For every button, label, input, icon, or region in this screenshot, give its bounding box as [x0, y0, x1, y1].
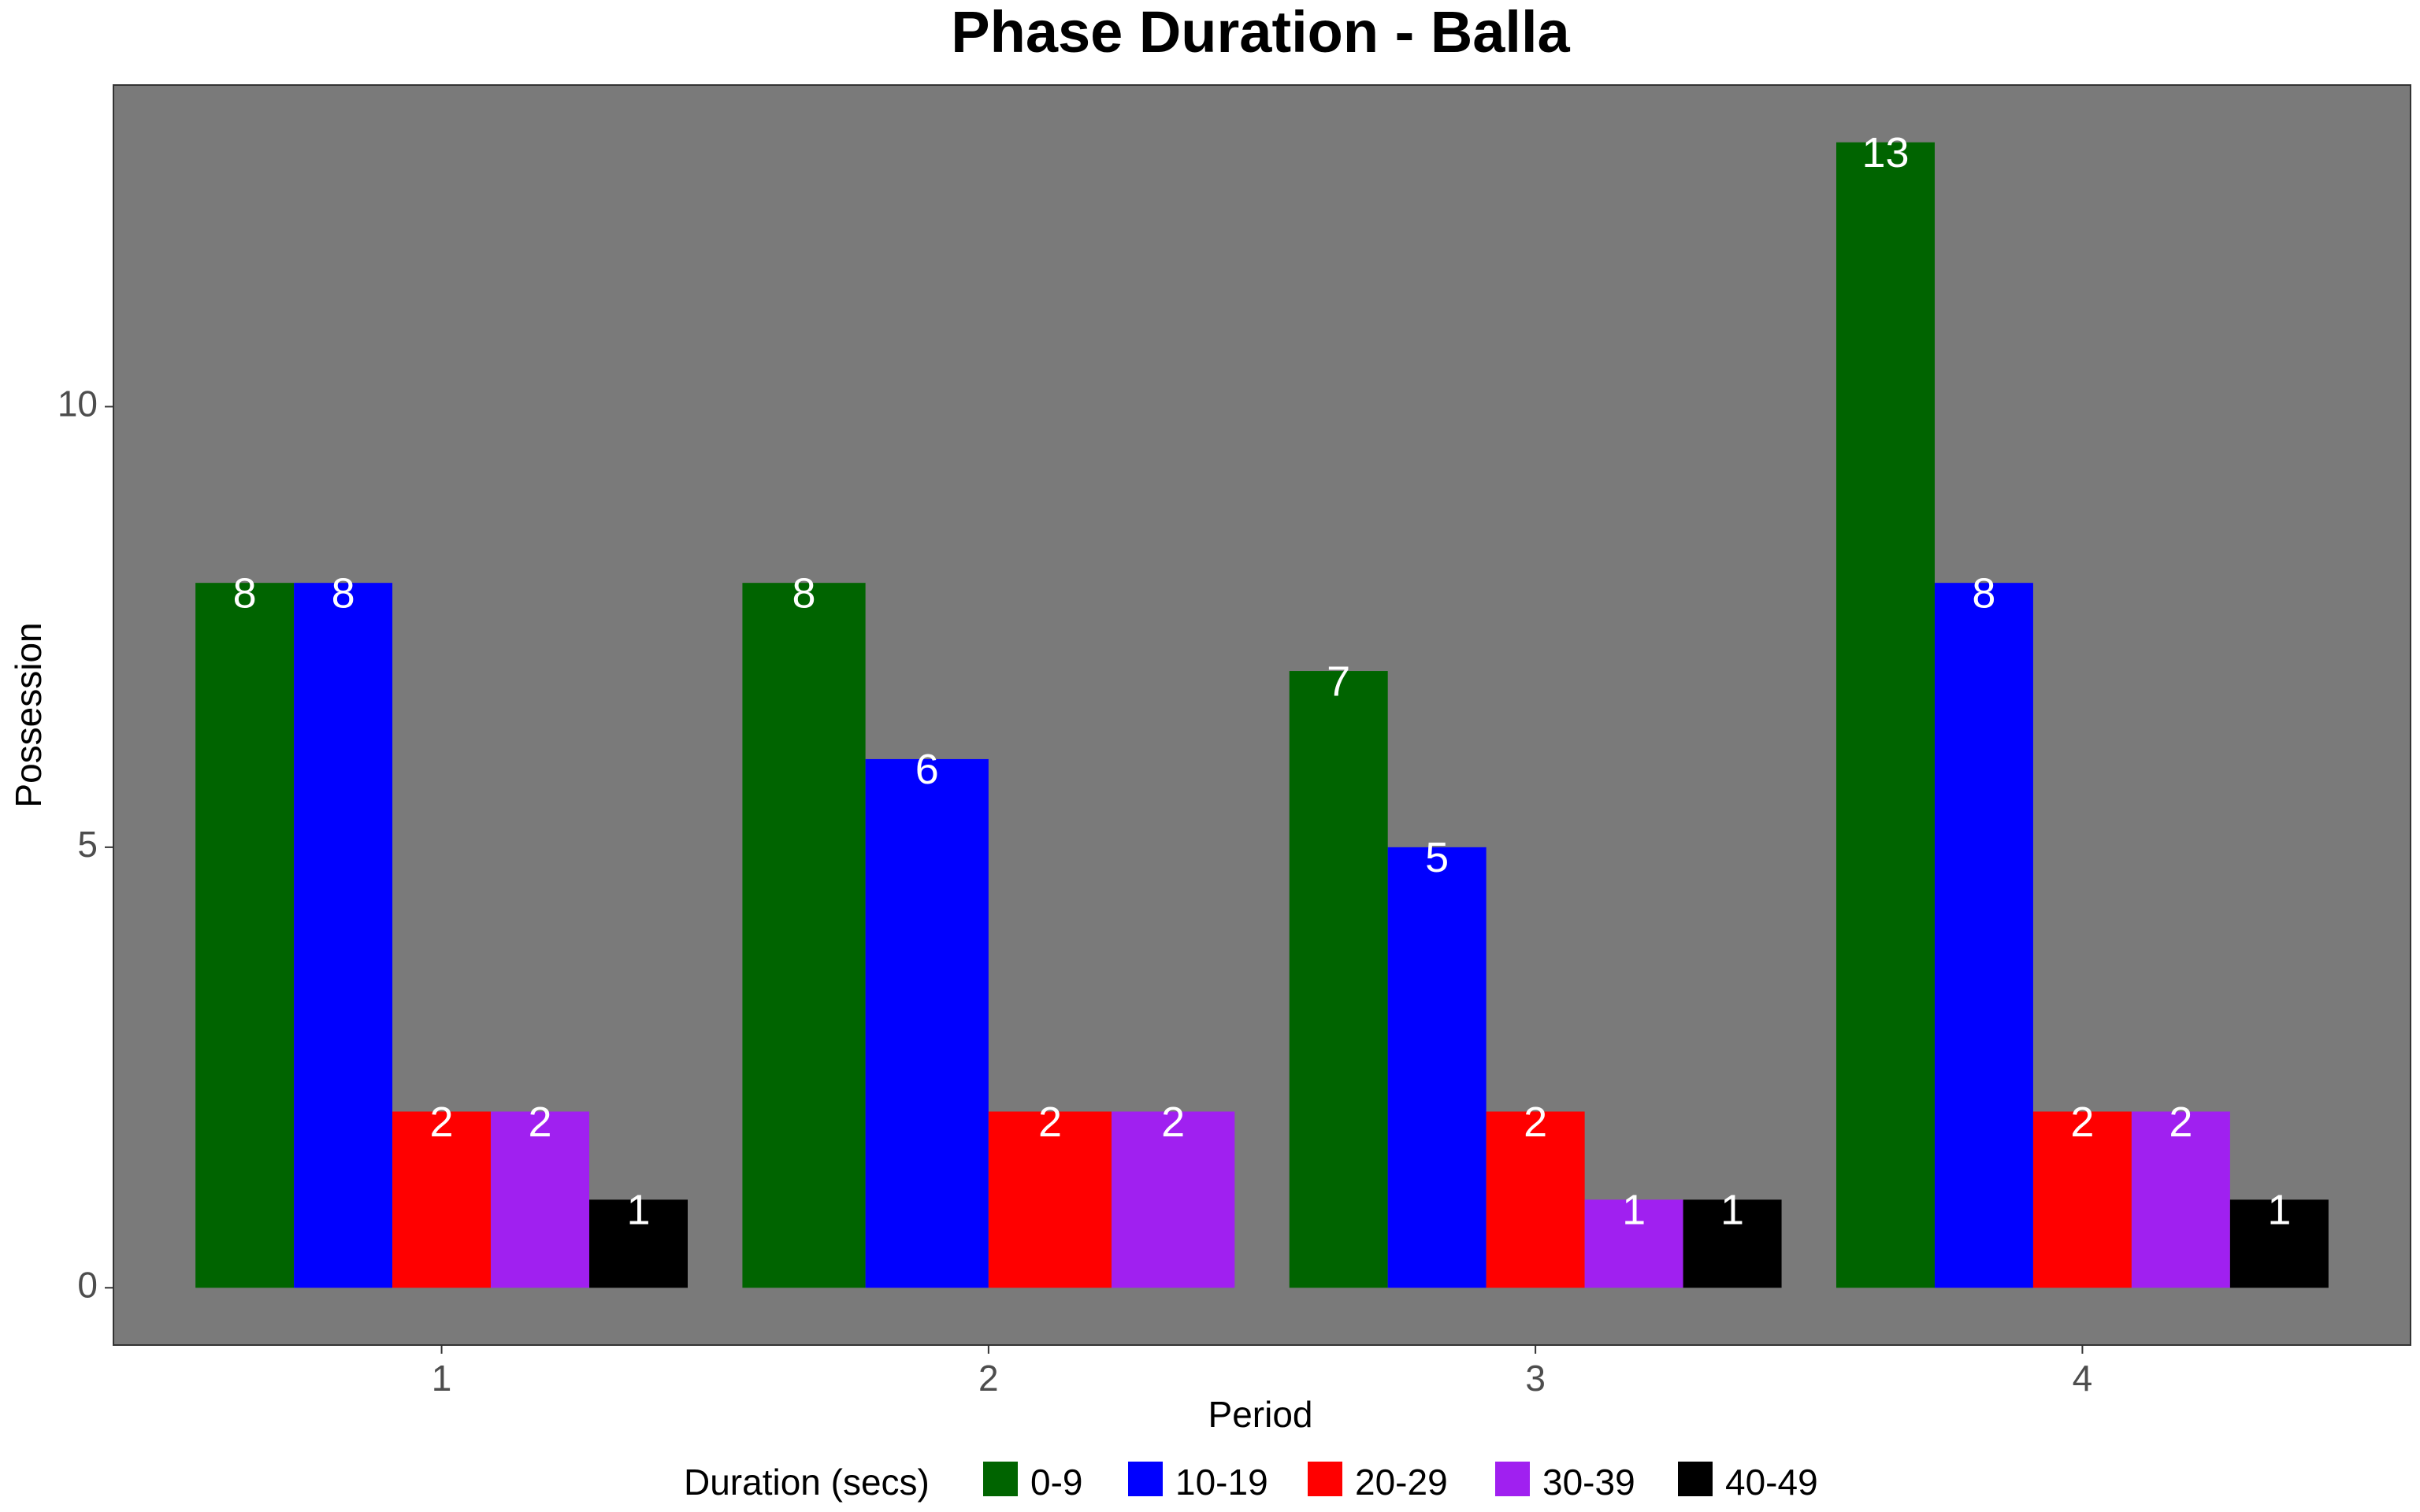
legend-swatch-30-39 — [1495, 1462, 1530, 1496]
y-tick-label: 5 — [77, 824, 98, 865]
data-label-period-1-10-19: 8 — [332, 569, 355, 617]
data-label-period-3-20-29: 2 — [1524, 1099, 1547, 1146]
bar-period-1-30-39 — [491, 1111, 590, 1288]
data-label-period-4-40-49: 1 — [2267, 1187, 2291, 1234]
bar-period-1-40-49 — [589, 1199, 688, 1288]
legend-label-20-29: 20-29 — [1355, 1462, 1448, 1503]
x-tick-label: 4 — [2073, 1358, 2093, 1399]
bar-period-3-0-9 — [1289, 671, 1388, 1288]
bar-period-1-10-19 — [294, 583, 393, 1288]
y-axis-title: Possession — [8, 622, 49, 807]
legend-label-40-49: 40-49 — [1725, 1462, 1818, 1503]
legend-label-0-9: 0-9 — [1030, 1462, 1082, 1503]
data-label-period-4-20-29: 2 — [2070, 1099, 2094, 1146]
data-label-period-4-10-19: 8 — [1972, 569, 1995, 617]
data-label-period-1-30-39: 2 — [529, 1099, 552, 1146]
legend-swatch-0-9 — [983, 1462, 1018, 1496]
data-label-period-3-10-19: 5 — [1425, 834, 1449, 881]
legend-swatch-20-29 — [1308, 1462, 1342, 1496]
data-labels-group: 8 8 2 2 1 8 6 2 2 7 5 2 1 1 13 8 2 2 1 — [233, 129, 2292, 1234]
x-tick-label: 3 — [1525, 1358, 1546, 1399]
data-label-period-3-40-49: 1 — [1720, 1187, 1744, 1234]
data-label-period-2-30-39: 2 — [1161, 1099, 1185, 1146]
bar-period-3-10-19 — [1387, 847, 1487, 1288]
data-label-period-4-30-39: 2 — [2169, 1099, 2192, 1146]
bars-group — [195, 142, 2329, 1288]
data-label-period-2-0-9: 8 — [792, 569, 816, 617]
legend-label-10-19: 10-19 — [1175, 1462, 1268, 1503]
bar-period-3-20-29 — [1486, 1111, 1585, 1288]
data-label-period-1-20-29: 2 — [430, 1099, 454, 1146]
bar-period-4-0-9 — [1836, 142, 1935, 1288]
legend-swatch-10-19 — [1128, 1462, 1163, 1496]
legend-swatch-40-49 — [1678, 1462, 1713, 1496]
x-tick-label: 2 — [978, 1358, 999, 1399]
bar-period-2-20-29 — [988, 1111, 1112, 1288]
bar-period-3-40-49 — [1683, 1199, 1782, 1288]
bar-period-4-40-49 — [2229, 1199, 2329, 1288]
data-label-period-2-20-29: 2 — [1038, 1099, 1062, 1146]
bar-period-4-10-19 — [1934, 583, 2033, 1288]
bar-period-2-10-19 — [865, 758, 989, 1288]
bar-period-1-0-9 — [195, 583, 295, 1288]
data-label-period-4-0-9: 13 — [1861, 129, 1909, 176]
y-tick-label: 10 — [58, 384, 98, 424]
x-axis-title: Period — [1208, 1394, 1313, 1435]
x-tick-label: 1 — [432, 1358, 452, 1399]
bar-period-2-0-9 — [742, 583, 866, 1288]
y-axis: 0 5 10 — [58, 384, 113, 1305]
data-label-period-1-0-9: 8 — [233, 569, 257, 617]
bar-period-2-30-39 — [1112, 1111, 1235, 1288]
data-label-period-2-10-19: 6 — [915, 746, 939, 793]
data-label-period-3-0-9: 7 — [1327, 658, 1350, 705]
chart-title: Phase Duration - Balla — [951, 0, 1570, 65]
bar-period-4-30-39 — [2131, 1111, 2230, 1288]
x-axis: 1 2 3 4 — [432, 1345, 2092, 1399]
bar-period-3-30-39 — [1584, 1199, 1683, 1288]
data-label-period-3-30-39: 1 — [1622, 1187, 1646, 1234]
data-label-period-1-40-49: 1 — [626, 1187, 650, 1234]
y-tick-label: 0 — [77, 1264, 98, 1305]
bar-period-1-20-29 — [392, 1111, 492, 1288]
bar-period-4-20-29 — [2032, 1111, 2132, 1288]
legend-title: Duration (secs) — [684, 1462, 930, 1503]
legend-label-30-39: 30-39 — [1542, 1462, 1635, 1503]
legend: Duration (secs) 0-9 10-19 20-29 30-39 40-49 — [684, 1462, 1818, 1503]
